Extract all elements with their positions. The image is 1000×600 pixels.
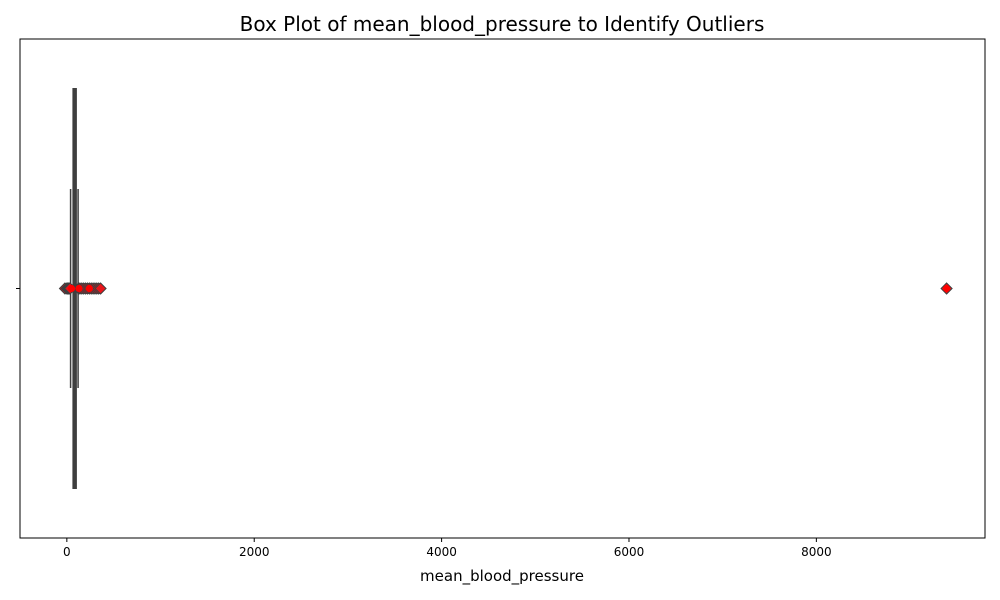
x-axis: 0 2000 4000 6000 8000 [63, 538, 832, 559]
mean-marker [942, 284, 951, 293]
plot-frame [19, 38, 986, 539]
x-tick-label: 4000 [426, 545, 457, 559]
x-tick-label: 2000 [239, 545, 270, 559]
x-tick-label: 6000 [614, 545, 645, 559]
x-tick-label: 8000 [801, 545, 832, 559]
x-axis-label: mean_blood_pressure [420, 567, 584, 586]
plot-area [58, 88, 953, 489]
chart-title: Box Plot of mean_blood_pressure to Ident… [240, 12, 765, 36]
x-tick-label: 0 [63, 545, 71, 559]
outlier-point [94, 282, 107, 295]
mean-marker [67, 284, 76, 293]
mean-marker [85, 284, 93, 293]
mean-marker [75, 284, 83, 293]
